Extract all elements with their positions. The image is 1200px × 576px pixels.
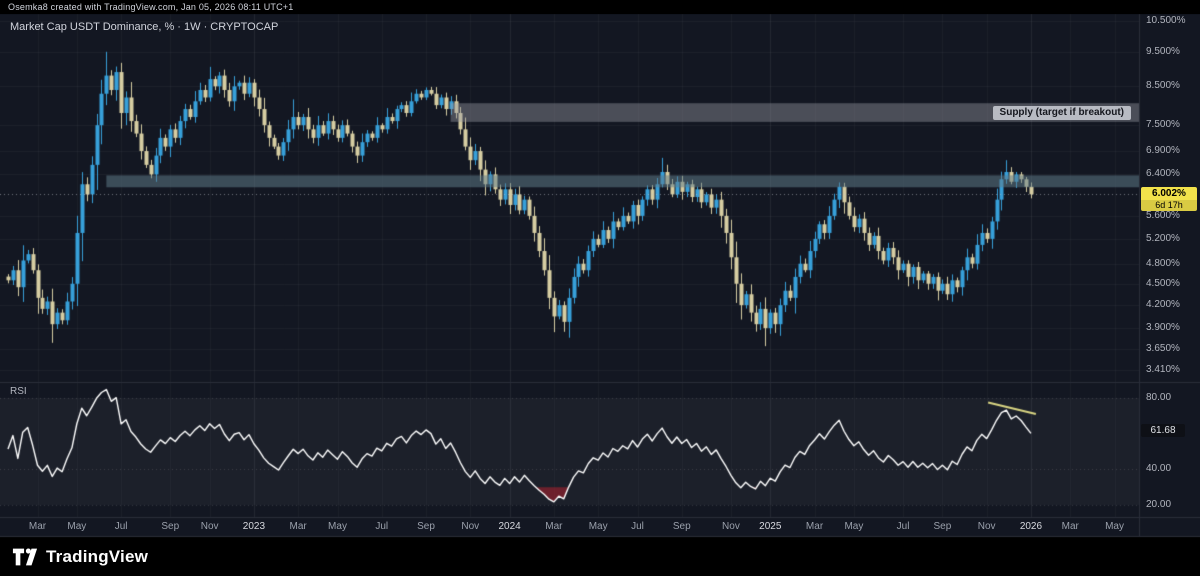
time-axis-label: Mar <box>545 521 563 532</box>
time-axis-label: May <box>588 521 608 532</box>
price-axis-label: 6.400% <box>1146 168 1180 180</box>
time-axis-label: May <box>328 521 347 532</box>
price-axis-label: 4.800% <box>1146 257 1180 269</box>
tradingview-branding[interactable]: TradingView <box>12 544 148 570</box>
price-axis-label: 7.500% <box>1146 119 1180 131</box>
price-axis-label: 5.600% <box>1146 209 1180 221</box>
time-axis-label: Sep <box>672 521 691 532</box>
price-axis-label: 3.410% <box>1146 363 1180 375</box>
rsi-axis-label: 40.00 <box>1146 463 1172 475</box>
rsi-axis-label: 80.00 <box>1146 392 1172 403</box>
price-axis-label: 9.500% <box>1146 45 1180 57</box>
price-axis-label: 3.650% <box>1146 342 1180 354</box>
price-axis-label: 10.500% <box>1146 14 1186 26</box>
time-axis-label: Mar <box>1061 521 1079 532</box>
price-axis-label: 6.900% <box>1146 145 1180 157</box>
price-axis-label: 4.500% <box>1146 277 1180 289</box>
symbol-legend[interactable]: Market Cap USDT Dominance, % · 1W · CRYP… <box>10 21 279 33</box>
time-axis-label: Nov <box>461 521 480 532</box>
supply-zone-label[interactable]: Supply (target if breakout) <box>992 105 1131 120</box>
time-axis-label: Sep <box>933 521 952 532</box>
current-price-value: 6.002% <box>1152 188 1186 200</box>
time-axis-label: May <box>67 521 87 532</box>
time-axis-label: Sep <box>161 521 180 532</box>
time-axis-label: May <box>844 521 864 532</box>
brand-name: TradingView <box>46 547 149 566</box>
time-axis-label: May <box>1105 521 1124 532</box>
current-price-badge[interactable]: 6.002% 6d 17h <box>1141 187 1197 212</box>
time-axis-label: Nov <box>977 521 996 532</box>
attribution-bar: Osemka8 created with TradingView.com, Ja… <box>0 0 1200 14</box>
price-axis-label: 3.900% <box>1146 322 1180 334</box>
rsi-value-badge[interactable]: 61.68 <box>1141 423 1185 437</box>
time-axis-label: Jul <box>631 521 644 532</box>
time-axis-label: Nov <box>722 521 740 532</box>
time-axis-label: 2026 <box>1019 521 1043 532</box>
bar-countdown: 6d 17h <box>1141 200 1197 212</box>
attribution-text: Osemka8 created with TradingView.com, Ja… <box>8 2 294 12</box>
time-axis-label: Nov <box>200 521 219 532</box>
time-axis-label: Mar <box>805 521 824 532</box>
price-axis-label: 4.200% <box>1146 299 1180 311</box>
time-axis-label: 2023 <box>242 521 266 532</box>
time-axis-label: Mar <box>28 521 47 532</box>
time-axis-label: 2024 <box>498 521 521 532</box>
time-axis-label: Jul <box>896 521 910 532</box>
time-axis-label: 2025 <box>759 521 782 532</box>
time-axis-label: Mar <box>289 521 307 532</box>
time-axis-label: Jul <box>114 521 128 532</box>
time-axis-label: Jul <box>375 521 389 532</box>
price-axis-label: 5.200% <box>1146 232 1180 244</box>
tradingview-logo-icon <box>12 546 38 568</box>
rsi-axis-label: 20.00 <box>1146 498 1172 510</box>
time-axis-label: Sep <box>417 521 435 532</box>
price-axis-label: 8.500% <box>1146 80 1180 92</box>
rsi-indicator-label[interactable]: RSI <box>10 386 27 397</box>
